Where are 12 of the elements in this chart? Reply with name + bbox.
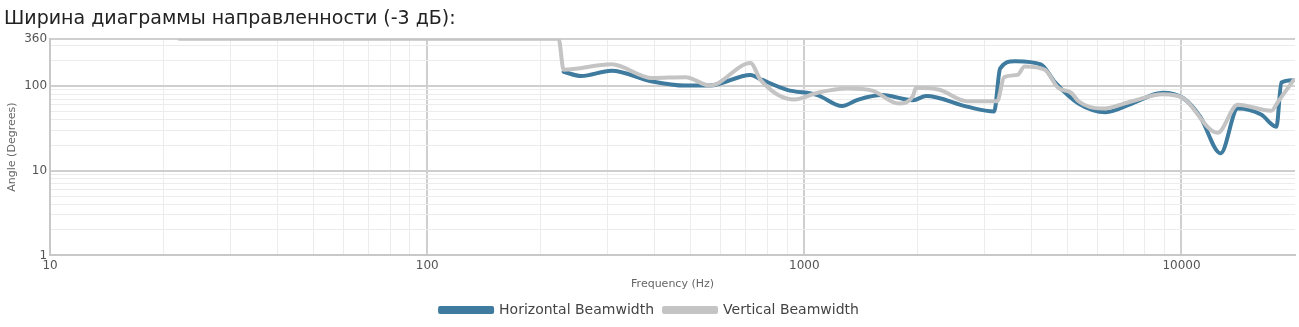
y-tick-label: 360 [24, 30, 48, 45]
x-axis-title: Frequency (Hz) [631, 277, 715, 291]
x-tick-label: 1000 [789, 257, 820, 272]
legend-label: Vertical Beamwidth [723, 300, 859, 317]
chart-title: Ширина диаграммы направленности (-3 дБ): [4, 6, 456, 29]
x-tick-label: 100 [415, 257, 439, 272]
x-tick-label: 10 [42, 257, 58, 272]
y-axis-title: Angle (Degrees) [5, 102, 19, 192]
y-tick-label: 10 [31, 162, 48, 177]
y-tick-label: 100 [24, 78, 48, 93]
x-tick-label: 10000 [1162, 257, 1201, 272]
legend-label: Horizontal Beamwidth [499, 300, 655, 317]
